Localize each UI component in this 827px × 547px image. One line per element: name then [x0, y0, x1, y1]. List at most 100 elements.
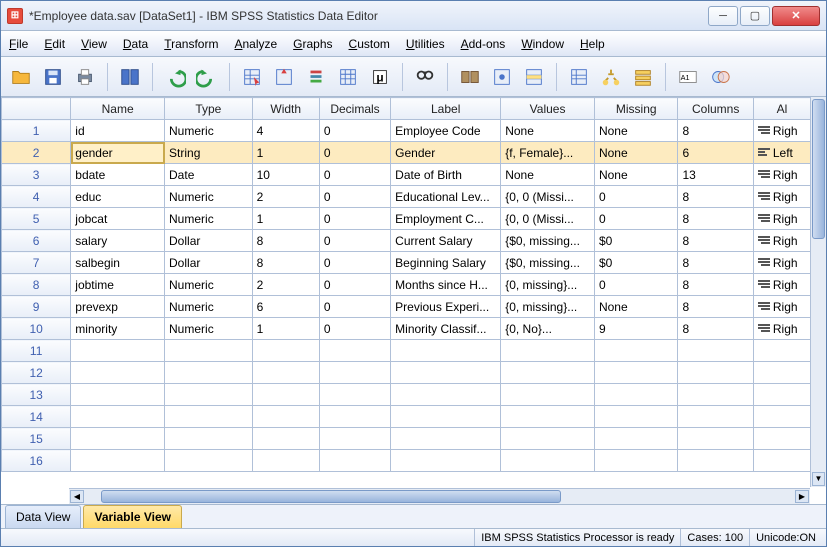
open-icon[interactable]: [7, 63, 35, 91]
cell-missing[interactable]: 9: [594, 318, 678, 340]
empty-cell[interactable]: [71, 340, 165, 362]
empty-cell[interactable]: [391, 362, 501, 384]
empty-cell[interactable]: [678, 428, 753, 450]
row-number[interactable]: 7: [2, 252, 71, 274]
minimize-button[interactable]: ─: [708, 6, 738, 26]
col-header-width[interactable]: Width: [252, 98, 319, 120]
empty-cell[interactable]: [252, 384, 319, 406]
recall-dialog-icon[interactable]: [116, 63, 144, 91]
empty-cell[interactable]: [594, 384, 678, 406]
cell-decimals[interactable]: 0: [319, 120, 390, 142]
cell-values[interactable]: None: [501, 164, 595, 186]
cell-width[interactable]: 1: [252, 318, 319, 340]
cell-width[interactable]: 2: [252, 274, 319, 296]
row-number[interactable]: 1: [2, 120, 71, 142]
row-number[interactable]: 11: [2, 340, 71, 362]
variables-icon[interactable]: [302, 63, 330, 91]
find-icon[interactable]: [411, 63, 439, 91]
cell-label[interactable]: Educational Lev...: [391, 186, 501, 208]
menu-view[interactable]: View: [81, 37, 107, 51]
cell-width[interactable]: 2: [252, 186, 319, 208]
cell-columns[interactable]: 8: [678, 318, 753, 340]
empty-cell[interactable]: [501, 450, 595, 472]
cell-decimals[interactable]: 0: [319, 142, 390, 164]
empty-cell[interactable]: [252, 340, 319, 362]
empty-cell[interactable]: [391, 450, 501, 472]
cell-type[interactable]: Numeric: [165, 186, 253, 208]
cell-name[interactable]: jobtime: [71, 274, 165, 296]
empty-cell[interactable]: [753, 362, 810, 384]
menu-add-ons[interactable]: Add-ons: [461, 37, 506, 51]
empty-row[interactable]: 11: [2, 340, 811, 362]
cell-decimals[interactable]: 0: [319, 208, 390, 230]
cell-label[interactable]: Gender: [391, 142, 501, 164]
empty-cell[interactable]: [501, 362, 595, 384]
cell-type[interactable]: Numeric: [165, 274, 253, 296]
cell-columns[interactable]: 8: [678, 186, 753, 208]
run-descriptives-icon[interactable]: [334, 63, 362, 91]
col-header-missing[interactable]: Missing: [594, 98, 678, 120]
tab-data-view[interactable]: Data View: [5, 505, 81, 528]
cell-decimals[interactable]: 0: [319, 164, 390, 186]
cell-width[interactable]: 8: [252, 252, 319, 274]
cell-width[interactable]: 1: [252, 208, 319, 230]
cell-name[interactable]: jobcat: [71, 208, 165, 230]
empty-cell[interactable]: [319, 340, 390, 362]
empty-cell[interactable]: [165, 340, 253, 362]
cell-values[interactable]: {0, missing}...: [501, 296, 595, 318]
mu-icon[interactable]: μ: [366, 63, 394, 91]
empty-row[interactable]: 16: [2, 450, 811, 472]
row-number[interactable]: 4: [2, 186, 71, 208]
menu-edit[interactable]: Edit: [44, 37, 65, 51]
empty-cell[interactable]: [594, 428, 678, 450]
customize-toolbar-icon[interactable]: [629, 63, 657, 91]
empty-cell[interactable]: [391, 406, 501, 428]
cell-name[interactable]: id: [71, 120, 165, 142]
row-number[interactable]: 8: [2, 274, 71, 296]
empty-cell[interactable]: [391, 428, 501, 450]
use-sets-icon[interactable]: [597, 63, 625, 91]
empty-cell[interactable]: [71, 362, 165, 384]
empty-cell[interactable]: [165, 428, 253, 450]
empty-cell[interactable]: [753, 384, 810, 406]
cell-decimals[interactable]: 0: [319, 318, 390, 340]
empty-cell[interactable]: [252, 428, 319, 450]
cell-missing[interactable]: None: [594, 142, 678, 164]
cell-width[interactable]: 4: [252, 120, 319, 142]
variable-row[interactable]: 10minorityNumeric10Minority Classif...{0…: [2, 318, 811, 340]
cell-align[interactable]: Righ: [753, 318, 810, 340]
menu-window[interactable]: Window: [521, 37, 564, 51]
cell-width[interactable]: 1: [252, 142, 319, 164]
menu-data[interactable]: Data: [123, 37, 148, 51]
hscroll-left-arrow[interactable]: ◀: [70, 490, 84, 503]
cell-type[interactable]: String: [165, 142, 253, 164]
cell-missing[interactable]: $0: [594, 252, 678, 274]
cell-align[interactable]: Righ: [753, 252, 810, 274]
cell-values[interactable]: {$0, missing...: [501, 252, 595, 274]
cell-label[interactable]: Employee Code: [391, 120, 501, 142]
goto-variable-icon[interactable]: [270, 63, 298, 91]
split-file-icon[interactable]: [456, 63, 484, 91]
cell-missing[interactable]: None: [594, 164, 678, 186]
cell-type[interactable]: Date: [165, 164, 253, 186]
variable-grid[interactable]: NameTypeWidthDecimalsLabelValuesMissingC…: [1, 97, 811, 472]
cell-name[interactable]: salary: [71, 230, 165, 252]
cell-missing[interactable]: 0: [594, 186, 678, 208]
cell-width[interactable]: 6: [252, 296, 319, 318]
row-number[interactable]: 15: [2, 428, 71, 450]
col-header-type[interactable]: Type: [165, 98, 253, 120]
cell-name[interactable]: prevexp: [71, 296, 165, 318]
cell-decimals[interactable]: 0: [319, 230, 390, 252]
cell-align[interactable]: Righ: [753, 296, 810, 318]
empty-row[interactable]: 15: [2, 428, 811, 450]
empty-cell[interactable]: [678, 450, 753, 472]
cell-label[interactable]: Months since H...: [391, 274, 501, 296]
cell-type[interactable]: Dollar: [165, 252, 253, 274]
vscroll-thumb[interactable]: [812, 99, 825, 239]
cell-decimals[interactable]: 0: [319, 296, 390, 318]
cell-name[interactable]: gender: [71, 142, 165, 164]
hscroll-right-arrow[interactable]: ▶: [795, 490, 809, 503]
cell-name[interactable]: salbegin: [71, 252, 165, 274]
empty-cell[interactable]: [678, 340, 753, 362]
empty-cell[interactable]: [71, 450, 165, 472]
